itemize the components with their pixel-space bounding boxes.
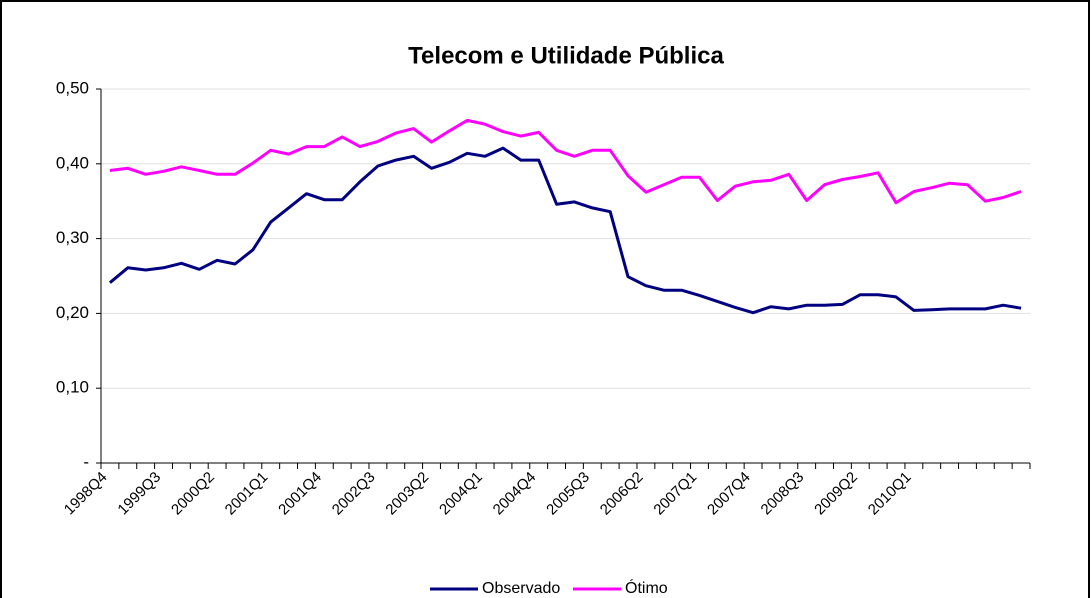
legend-label: Observado (482, 580, 560, 597)
y-tick-label: 0,30 (56, 228, 89, 247)
series-line (109, 118, 1022, 205)
y-tick-label: 0,20 (56, 303, 89, 322)
chart-title: Telecom e Utilidade Pública (408, 42, 724, 69)
y-tick-label: 0,10 (56, 378, 89, 397)
y-tick-label: 0,50 (56, 78, 89, 97)
y-tick-label: 0,40 (56, 153, 89, 172)
series-line (108, 146, 1022, 315)
legend-label: Ótimo (625, 578, 668, 597)
y-tick-label: - (83, 452, 89, 471)
